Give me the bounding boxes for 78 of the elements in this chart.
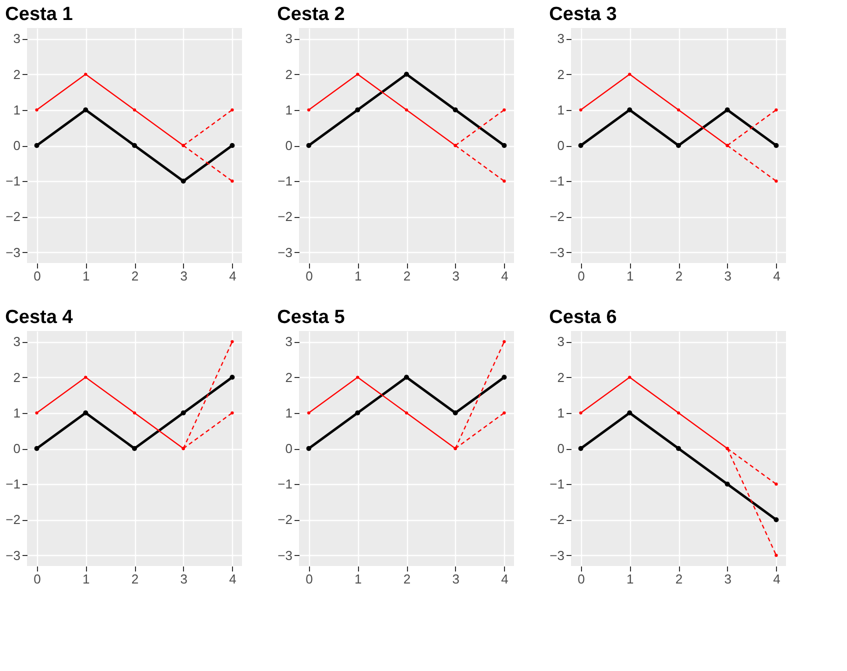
y-tick-label: −1 (6, 476, 20, 492)
y-tick-label: 3 (13, 334, 20, 350)
y-tick-label: 2 (13, 66, 20, 82)
x-tick-label: 4 (229, 572, 236, 586)
x-tick-label: 2 (403, 268, 411, 284)
x-tick-label: 3 (452, 572, 460, 586)
x-tick-label: 4 (501, 572, 508, 586)
y-tick-label: −1 (278, 174, 292, 189)
y-tick-label: −2 (550, 512, 564, 528)
x-tick-label: 0 (578, 572, 585, 586)
x-tick-label: 3 (724, 572, 732, 586)
y-tick-label: −3 (6, 244, 20, 260)
chart-title: Cesta 1 (5, 4, 74, 25)
y-tick-label: −3 (6, 548, 20, 563)
y-tick-label: −1 (550, 476, 564, 492)
x-tick-label: 2 (675, 268, 683, 284)
y-tick-label: −3 (278, 244, 292, 260)
y-tick-label: 0 (285, 441, 292, 456)
y-tick-label: −3 (278, 548, 292, 563)
x-tick-label: 0 (306, 268, 313, 284)
x-tick-label: 3 (180, 268, 188, 284)
y-tick-label: −2 (6, 512, 20, 528)
y-tick-label: 0 (13, 441, 20, 456)
y-tick-label: 1 (557, 405, 564, 420)
x-tick-label: 1 (626, 572, 634, 586)
y-tick-label: 1 (557, 102, 564, 118)
x-tick-label: 1 (82, 268, 90, 284)
x-tick-label: 0 (306, 572, 313, 586)
y-tick-label: 3 (285, 334, 292, 350)
chart-title: Cesta 6 (549, 307, 617, 328)
x-tick-label: 4 (773, 572, 780, 586)
y-tick-label: 0 (557, 441, 564, 456)
x-tick-label: 3 (180, 572, 188, 586)
x-tick-label: 1 (82, 572, 90, 586)
y-tick-label: 0 (557, 138, 564, 153)
y-tick-label: 3 (285, 31, 292, 46)
y-tick-label: 1 (285, 102, 292, 118)
x-tick-label: 4 (229, 268, 236, 284)
x-tick-label: 3 (724, 268, 732, 284)
y-tick-label: −2 (278, 512, 292, 528)
x-tick-label: 0 (578, 268, 585, 284)
chart-title: Cesta 4 (5, 307, 74, 328)
y-tick-label: −2 (550, 209, 564, 224)
x-tick-label: 0 (34, 268, 41, 284)
chart-title: Cesta 5 (277, 307, 346, 328)
x-tick-label: 2 (675, 572, 683, 586)
y-tick-label: 2 (285, 370, 292, 385)
x-tick-label: 4 (773, 268, 780, 284)
y-tick-label: −3 (550, 244, 564, 260)
y-tick-label: 0 (285, 138, 292, 153)
x-tick-label: 3 (452, 268, 460, 284)
y-tick-label: −1 (550, 174, 564, 189)
y-tick-label: −1 (6, 174, 20, 189)
y-tick-label: 1 (285, 405, 292, 420)
y-tick-label: −3 (550, 548, 564, 563)
y-tick-label: 3 (13, 31, 20, 46)
y-tick-label: −2 (278, 209, 292, 224)
y-tick-label: 1 (13, 102, 20, 118)
chart-title: Cesta 2 (277, 4, 345, 25)
y-tick-label: −2 (6, 209, 20, 224)
chart-title: Cesta 3 (549, 4, 617, 25)
y-tick-label: 2 (285, 66, 292, 82)
y-tick-label: 1 (13, 405, 20, 420)
x-tick-label: 2 (131, 572, 139, 586)
x-tick-label: 0 (34, 572, 41, 586)
x-tick-label: 4 (501, 268, 508, 284)
y-tick-label: 2 (13, 370, 20, 385)
x-tick-label: 2 (403, 572, 411, 586)
x-tick-label: 2 (131, 268, 139, 284)
x-tick-label: 1 (354, 268, 362, 284)
y-tick-label: 3 (557, 31, 564, 46)
y-tick-label: 2 (557, 370, 564, 385)
x-tick-label: 1 (354, 572, 362, 586)
y-tick-label: 0 (13, 138, 20, 153)
x-tick-label: 1 (626, 268, 634, 284)
y-tick-label: 3 (557, 334, 564, 350)
y-tick-label: 2 (557, 66, 564, 82)
y-tick-label: −1 (278, 476, 292, 492)
